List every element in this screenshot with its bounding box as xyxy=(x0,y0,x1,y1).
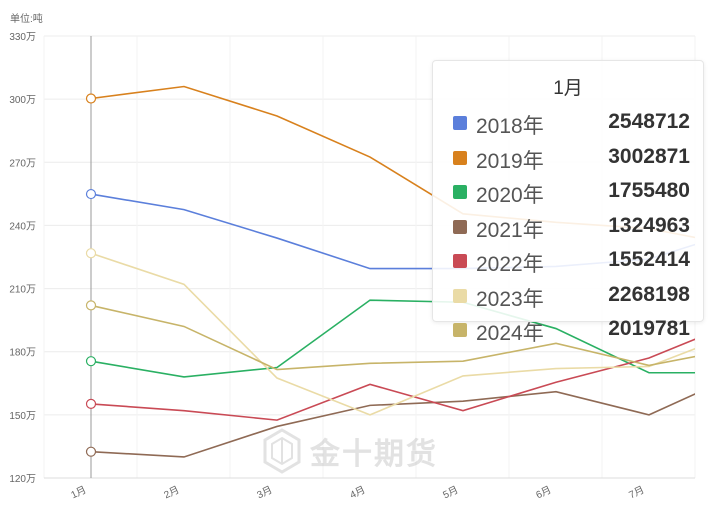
tooltip-series-name: 2020年 xyxy=(476,184,544,207)
tooltip-series-value: 2268198 xyxy=(608,282,690,306)
tooltip-series-value: 2019781 xyxy=(608,317,690,340)
tooltip-series-value: 1755480 xyxy=(608,179,690,202)
x-tick-label: 5月 xyxy=(441,484,460,501)
data-point-2023年 xyxy=(85,248,97,259)
tooltip-row: 2020年 1755480 xyxy=(453,177,693,207)
legend-swatch xyxy=(453,288,467,303)
data-point-2024年 xyxy=(85,300,97,311)
tooltip-series-name: 2019年 xyxy=(476,149,544,173)
y-tick-label: 330万 xyxy=(9,32,36,43)
tooltip-series-value: 2548712 xyxy=(608,110,690,133)
y-axis-ticks: 120万 150万 180万 210万 240万 270万 300万 330万 xyxy=(9,32,36,485)
tooltip-row: 2021年 1324963 xyxy=(453,212,693,242)
tooltip-row: 2022年 1552414 xyxy=(453,246,693,276)
data-point-2021年 xyxy=(85,446,97,457)
series-line-2024年 xyxy=(90,304,695,371)
tooltip-series-name: 2023年 xyxy=(476,287,544,311)
x-tick-label: 2月 xyxy=(162,484,181,501)
legend-swatch xyxy=(453,219,467,234)
hover-markers xyxy=(85,93,97,457)
y-tick-label: 300万 xyxy=(9,95,36,106)
legend-swatch xyxy=(453,150,467,165)
y-tick-label: 210万 xyxy=(9,285,36,296)
data-point-2019年 xyxy=(85,93,97,104)
y-tick-label: 150万 xyxy=(9,411,36,422)
x-tick-label: 3月 xyxy=(255,484,274,501)
tooltip-series-name: 2024年 xyxy=(476,322,544,345)
legend-swatch xyxy=(453,254,467,268)
y-tick-label: 240万 xyxy=(9,221,36,232)
tooltip-row: 2024年 2019781 xyxy=(453,315,693,345)
data-point-2022年 xyxy=(85,398,97,410)
jin10-logo-icon xyxy=(263,428,301,474)
tooltip-row: 2023年 2268198 xyxy=(453,281,693,311)
series-line-2021年 xyxy=(90,390,695,458)
legend-swatch xyxy=(453,323,467,337)
data-point-2020年 xyxy=(85,356,97,367)
tooltip-series-name: 2018年 xyxy=(476,115,544,138)
tooltip-series-value: 3002871 xyxy=(608,144,690,168)
legend-swatch xyxy=(453,185,467,199)
x-axis-ticks: 1月 2月 3月 4月 5月 6月 7月 xyxy=(69,484,646,501)
tooltip-row: 2018年 2548712 xyxy=(453,108,693,138)
y-axis-unit-label: 单位:吨 xyxy=(10,14,43,25)
series-line-2023年 xyxy=(90,252,695,416)
x-tick-label: 6月 xyxy=(534,484,553,501)
data-point-2018年 xyxy=(85,188,97,200)
tooltip-series-value: 1324963 xyxy=(608,213,690,237)
tooltip-row: 2019年 3002871 xyxy=(453,143,693,173)
series-line-2020年 xyxy=(90,299,695,378)
x-tick-label: 4月 xyxy=(348,484,367,501)
x-tick-label: 7月 xyxy=(627,484,646,501)
y-tick-label: 180万 xyxy=(9,348,36,359)
tooltip-series-value: 1552414 xyxy=(608,248,690,271)
tooltip-series-name: 2021年 xyxy=(476,218,544,242)
y-tick-label: 120万 xyxy=(9,474,36,485)
tooltip-title: 1月 xyxy=(553,78,583,99)
y-tick-label: 270万 xyxy=(9,158,36,169)
tooltip: 1月 2018年 2548712 2019年 3002871 2020年 1755480 2… xyxy=(432,60,704,345)
tooltip-series-name: 2022年 xyxy=(476,253,544,276)
x-tick-label: 1月 xyxy=(69,484,88,501)
watermark-text: 金十期货 xyxy=(310,438,438,471)
legend-swatch xyxy=(453,116,467,130)
watermark: 金十期货 xyxy=(262,428,438,474)
